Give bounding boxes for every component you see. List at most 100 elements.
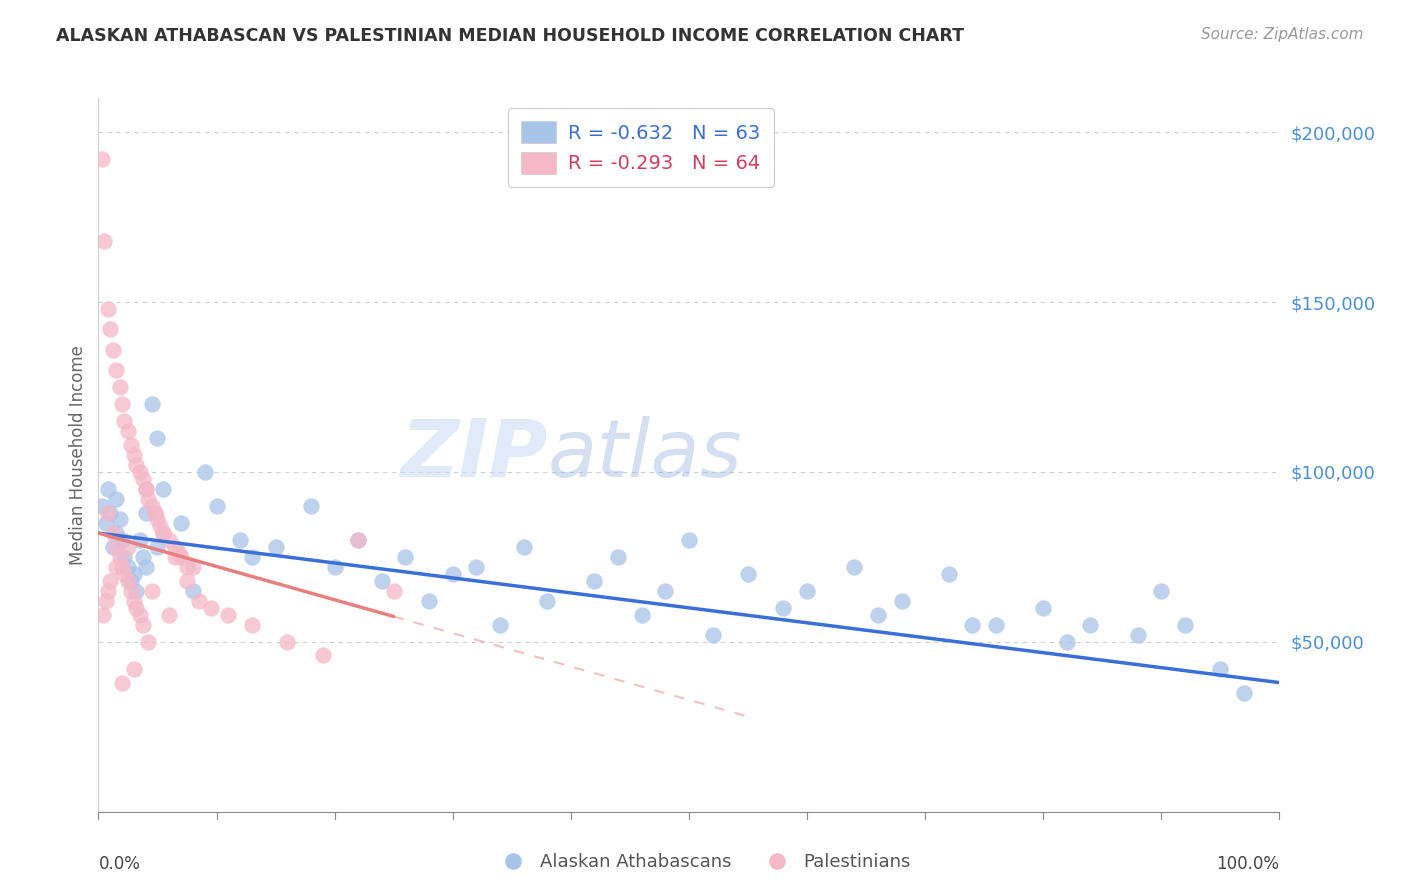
Point [121,574,143,588]
Point [98,322,121,336]
Point [141,397,163,411]
Point [394,549,416,564]
Point [1080,617,1102,632]
Point [141,583,163,598]
Point [108,380,131,394]
Point [1032,600,1054,615]
Point [146,540,169,554]
Point [157,607,180,622]
Point [1233,686,1256,700]
Point [146,512,169,526]
Text: Source: ZipAtlas.com: Source: ZipAtlas.com [1201,27,1364,42]
Legend: R = -0.632   N = 63, R = -0.293   N = 64: R = -0.632 N = 63, R = -0.293 N = 64 [508,108,773,187]
Point [111,560,134,574]
Point [136,492,159,507]
Point [176,574,198,588]
Point [136,635,159,649]
Point [117,424,139,438]
Point [152,526,174,541]
Point [152,482,174,496]
Point [108,512,131,526]
Text: atlas: atlas [547,416,742,494]
Point [347,533,370,547]
Point [97,583,120,598]
Point [121,583,143,598]
Point [132,617,155,632]
Text: 0.0%: 0.0% [98,855,141,872]
Point [536,594,558,608]
Point [125,583,148,598]
Point [181,583,204,598]
Point [105,492,128,507]
Point [170,549,193,564]
Point [97,506,120,520]
Text: 100.0%: 100.0% [1216,855,1279,872]
Point [157,533,180,547]
Point [866,607,889,622]
Point [117,540,139,554]
Point [276,635,298,649]
Point [323,560,346,574]
Point [135,482,157,496]
Point [132,549,155,564]
Point [111,533,134,547]
Point [737,566,759,581]
Point [229,533,252,547]
Point [187,594,209,608]
Point [97,482,120,496]
Point [1150,583,1173,598]
Point [135,482,157,496]
Point [489,617,512,632]
Point [165,540,187,554]
Point [984,617,1007,632]
Point [962,617,984,632]
Point [299,499,322,513]
Point [167,546,190,560]
Point [143,506,166,520]
Point [146,431,169,445]
Point [94,594,117,608]
Point [465,560,488,574]
Point [347,533,370,547]
Point [121,438,143,452]
Point [128,465,150,479]
Point [91,153,114,167]
Point [122,566,145,581]
Point [105,540,128,554]
Point [101,540,124,554]
Legend: Alaskan Athabascans, Palestinians: Alaskan Athabascans, Palestinians [488,847,918,879]
Point [441,566,464,581]
Point [91,607,114,622]
Text: ALASKAN ATHABASCAN VS PALESTINIAN MEDIAN HOUSEHOLD INCOME CORRELATION CHART: ALASKAN ATHABASCAN VS PALESTINIAN MEDIAN… [56,27,965,45]
Point [135,506,157,520]
Point [108,549,131,564]
Point [938,566,960,581]
Point [844,560,866,574]
Point [240,549,263,564]
Point [607,549,630,564]
Point [98,574,121,588]
Point [143,506,166,520]
Point [264,540,287,554]
Point [512,540,534,554]
Point [111,675,134,690]
Point [312,648,335,663]
Point [105,363,128,377]
Point [132,472,155,486]
Point [122,448,145,462]
Point [194,465,217,479]
Point [125,600,148,615]
Point [122,662,145,676]
Point [112,549,135,564]
Point [105,560,128,574]
Point [112,414,135,428]
Point [112,566,135,581]
Point [122,594,145,608]
Point [97,301,120,316]
Text: ZIP: ZIP [399,416,547,494]
Point [117,574,139,588]
Point [1174,617,1197,632]
Point [128,533,150,547]
Point [98,506,121,520]
Point [117,560,139,574]
